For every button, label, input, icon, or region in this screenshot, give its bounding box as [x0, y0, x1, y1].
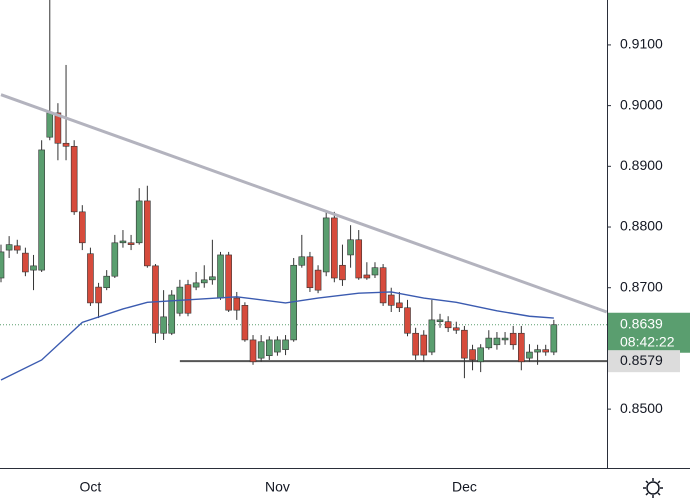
candle-body [355, 239, 363, 279]
support-price-label: 0.8579 [620, 352, 663, 368]
candle-body [119, 240, 127, 244]
y-tick-label: 0.8700 [620, 278, 663, 294]
candle-body [160, 316, 167, 334]
candle-body [322, 217, 330, 273]
candle-body [412, 332, 419, 356]
candle-body [144, 200, 151, 267]
candle-body [111, 242, 119, 277]
candle-body [127, 242, 135, 245]
candle-body [54, 112, 62, 144]
x-tick-label: Dec [452, 479, 477, 495]
candle-body [509, 332, 517, 346]
last-price-box [608, 312, 690, 353]
candle-body [371, 267, 379, 276]
candle-body [396, 302, 403, 309]
candle-body [518, 332, 525, 363]
candle-body [347, 239, 354, 256]
x-tick-label: Oct [80, 479, 102, 495]
candle-body [339, 264, 346, 281]
candle-body [265, 339, 273, 357]
line-overlay [0, 93, 607, 314]
candle-body [0, 251, 5, 279]
settings-icon[interactable] [643, 478, 663, 498]
candle-body [444, 321, 452, 329]
y-tick-label: 0.9000 [620, 96, 663, 112]
candle-body [5, 244, 13, 251]
candle-body [103, 275, 110, 289]
support-price-box [608, 350, 680, 373]
y-tick-label: 0.8900 [620, 157, 663, 173]
candle-body [249, 339, 257, 363]
candle-body [274, 339, 281, 353]
candle-body [282, 339, 289, 350]
candle-body [200, 279, 208, 284]
candle-body [387, 294, 395, 306]
candle-body [257, 341, 265, 359]
candle-body [461, 329, 468, 359]
candle-body [550, 324, 558, 353]
candle-body [87, 253, 94, 304]
candle-body [241, 305, 249, 341]
countdown-label: 08:42:22 [620, 333, 675, 349]
candle-body [452, 327, 460, 331]
axis-layer: 0.85000.86000.87000.88000.89000.90000.91… [80, 36, 690, 495]
candle-body [22, 252, 29, 273]
candle-body [30, 265, 37, 271]
candle-body [436, 319, 444, 323]
candle-body [428, 319, 436, 353]
candle-body [38, 149, 45, 271]
candle-body [70, 145, 78, 213]
candle-body [168, 294, 176, 334]
y-tick-label: 0.9100 [620, 36, 663, 52]
last-price-label: 0.8639 [620, 315, 663, 331]
candle-body [135, 200, 143, 244]
line-overlay [0, 291, 554, 381]
candle-body [542, 349, 550, 353]
candle-body [95, 286, 102, 304]
candle-body [192, 282, 200, 288]
candle-body [363, 274, 371, 279]
candle-body [209, 276, 216, 281]
candle-body [420, 334, 428, 356]
candle-body [217, 254, 224, 299]
candle-body [225, 254, 232, 311]
candle-body [298, 256, 306, 266]
candle-body [79, 211, 86, 244]
candle-body [534, 349, 541, 353]
plot-area [0, 0, 607, 381]
settings-icon-ring [646, 481, 660, 495]
candle-body [477, 347, 484, 363]
candle-body [404, 307, 411, 334]
candle-body [13, 245, 21, 251]
candle-body [331, 217, 338, 279]
candle-body [314, 269, 322, 291]
candle-body [485, 337, 493, 349]
candle-body [184, 284, 192, 314]
candle-body [233, 297, 241, 311]
settings-icon-rays [643, 478, 663, 498]
candle-body [379, 267, 387, 304]
candle-body [152, 265, 159, 334]
candle-body [469, 349, 476, 361]
candle-body [62, 142, 70, 147]
candle-body [526, 351, 533, 359]
candle-body [501, 337, 509, 341]
candle-body [306, 256, 314, 289]
candle-body [493, 337, 501, 346]
candle-body [46, 112, 54, 138]
y-tick-label: 0.8800 [620, 218, 663, 234]
x-tick-label: Nov [265, 479, 290, 495]
y-tick-label: 0.8500 [620, 400, 663, 416]
